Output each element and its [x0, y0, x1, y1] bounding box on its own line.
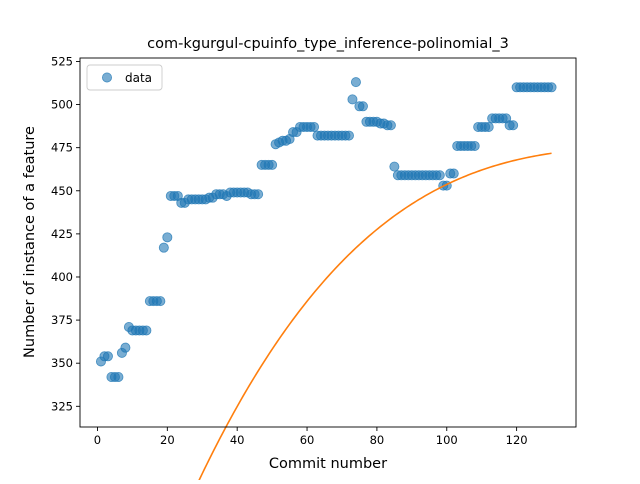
y-tick-label-350: 350: [51, 356, 73, 370]
data-point-75: [358, 102, 367, 111]
data-point-13: [142, 326, 151, 335]
data-point-111: [484, 122, 493, 131]
x-axis-label: Commit number: [269, 456, 387, 472]
data-point-107: [470, 141, 479, 150]
data-point-18: [159, 243, 168, 252]
y-tick-label-400: 400: [51, 270, 73, 284]
x-tick-label-120: 120: [506, 433, 528, 447]
data-point-5: [114, 372, 123, 381]
y-tick-label-525: 525: [51, 54, 73, 68]
x-tick-label-40: 40: [230, 433, 245, 447]
data-point-84: [390, 162, 399, 171]
data-point-71: [344, 131, 353, 140]
y-tick-label-375: 375: [51, 313, 73, 327]
data-point-7: [121, 343, 130, 352]
y-tick-label-425: 425: [51, 227, 73, 241]
y-tick-label-500: 500: [51, 98, 73, 112]
data-point-83: [386, 121, 395, 130]
legend: data: [87, 65, 162, 90]
data-point-49: [268, 160, 277, 169]
x-tick-label-100: 100: [436, 433, 458, 447]
legend-label: data: [125, 71, 152, 85]
axes-frame: [80, 58, 576, 427]
y-axis-label: Number of instance of a feature: [22, 126, 38, 358]
data-point-61: [309, 122, 318, 131]
data-point-19: [163, 233, 172, 242]
y-tick-label-325: 325: [51, 399, 73, 413]
data-point-2: [103, 352, 112, 361]
data-point-97: [435, 171, 444, 180]
axes: 0 20 40 60 80 100 120 325 350 375 400 425 450 475 500 5…: [51, 54, 576, 447]
plot-area: [96, 78, 556, 480]
data-point-101: [449, 169, 458, 178]
y-tick-label-450: 450: [51, 184, 73, 198]
data-point-45: [254, 190, 263, 199]
chart-title: com-kgurgul-cpuinfo_type_inference-polin…: [147, 36, 509, 52]
y-tick-label-475: 475: [51, 141, 73, 155]
x-tick-label-20: 20: [160, 433, 175, 447]
data-point-72: [348, 95, 357, 104]
x-tick-label-60: 60: [300, 433, 315, 447]
x-tick-label-80: 80: [370, 433, 385, 447]
fit-curve: [101, 153, 552, 480]
data-point-73: [351, 78, 360, 87]
data-point-17: [156, 297, 165, 306]
x-tick-label-0: 0: [94, 433, 101, 447]
data-point-118: [509, 121, 518, 130]
legend-marker: [102, 73, 111, 82]
data-point-129: [547, 83, 556, 92]
